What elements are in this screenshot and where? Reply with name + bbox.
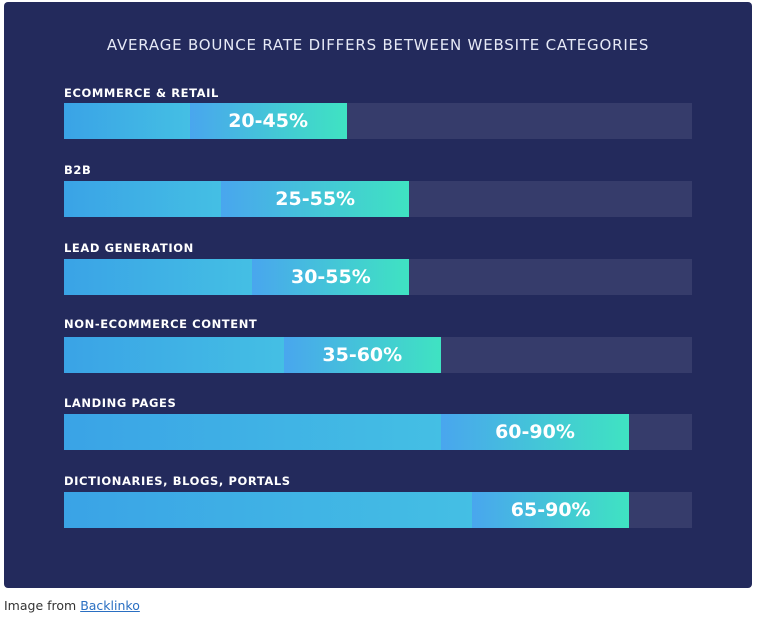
image-caption: Image from Backlinko (4, 598, 140, 613)
category-label: LEAD GENERATION (64, 241, 194, 255)
chart-panel: AVERAGE BOUNCE RATE DIFFERS BETWEEN WEBS… (4, 2, 752, 588)
bar-track: 25-55% (64, 181, 692, 217)
category-label: DICTIONARIES, BLOGS, PORTALS (64, 474, 291, 488)
category-label: LANDING PAGES (64, 396, 177, 410)
bar-base-segment (64, 337, 284, 373)
category-label: B2B (64, 163, 92, 177)
range-value-label: 20-45% (228, 110, 308, 132)
bar-track: 20-45% (64, 103, 692, 139)
bar-base-segment (64, 492, 473, 528)
bar-range-segment (189, 103, 347, 139)
range-value-label: 65-90% (510, 499, 591, 521)
caption-prefix: Image from (4, 598, 81, 613)
bar-track: 35-60% (64, 337, 692, 373)
bar-range-segment (252, 259, 410, 295)
range-value-label: 60-90% (495, 421, 575, 443)
bar-track: 65-90% (64, 492, 692, 528)
range-value-label: 35-60% (322, 344, 403, 366)
bar-base-segment (64, 103, 190, 139)
range-value-label: 25-55% (275, 188, 356, 210)
category-label: ECOMMERCE & RETAIL (64, 86, 219, 100)
bar-base-segment (64, 181, 221, 217)
bar-track: 60-90% (64, 414, 692, 450)
backlinko-link[interactable]: Backlinko (80, 598, 140, 613)
category-label: NON-ECOMMERCE CONTENT (64, 317, 258, 331)
chart-title: AVERAGE BOUNCE RATE DIFFERS BETWEEN WEBS… (106, 36, 650, 54)
range-value-label: 30-55% (290, 266, 371, 288)
bar-range-segment (440, 414, 630, 450)
bar-range-segment (221, 181, 410, 217)
bar-track: 30-55% (64, 259, 692, 295)
bar-base-segment (64, 414, 441, 450)
bar-range-segment (283, 337, 441, 373)
bar-range-segment (472, 492, 630, 528)
bar-base-segment (64, 259, 253, 295)
bars-container: ECOMMERCE & RETAIL 20-45% B2B 25-55% LEAD GE… (4, 2, 752, 588)
